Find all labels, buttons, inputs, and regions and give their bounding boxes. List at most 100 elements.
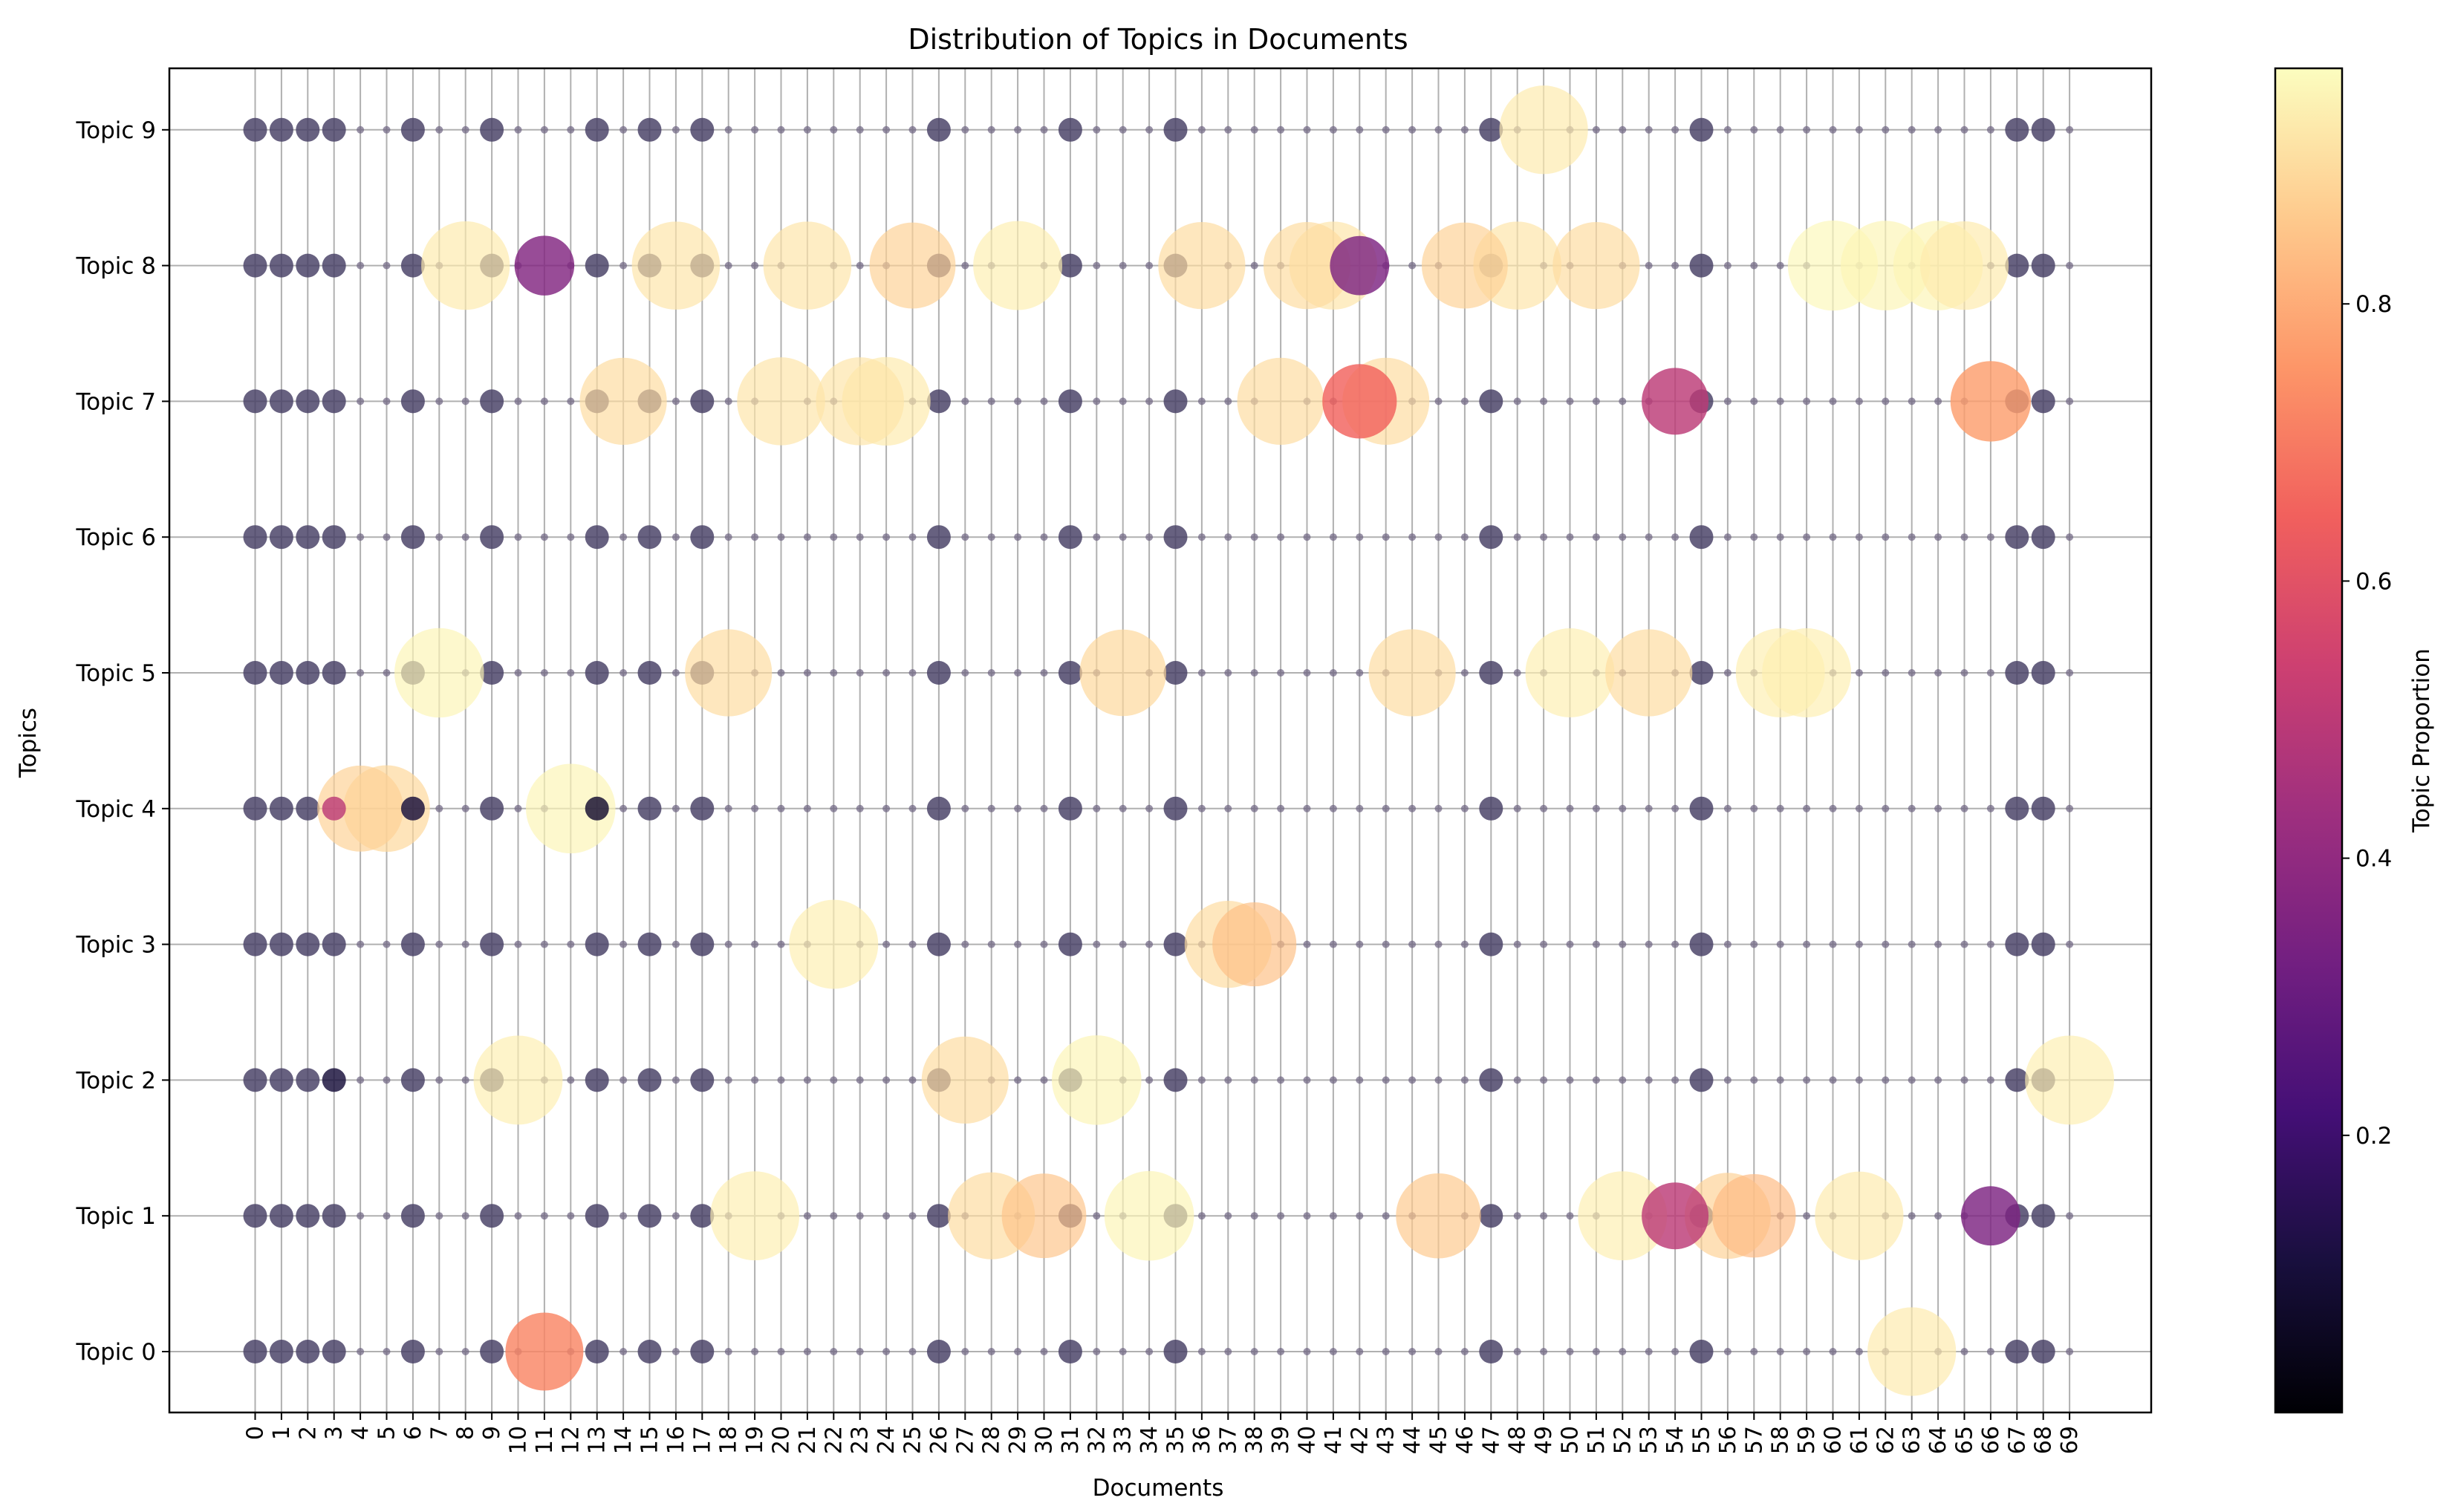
data-point xyxy=(1540,1212,1548,1220)
data-point xyxy=(1197,126,1206,134)
data-point xyxy=(1908,533,1916,541)
data-point-bubble xyxy=(1578,1171,1668,1261)
x-tick-label: 7 xyxy=(426,1426,452,1440)
data-point xyxy=(882,1076,891,1084)
data-point xyxy=(672,397,680,405)
data-point xyxy=(637,661,662,685)
x-tick-label: 8 xyxy=(453,1426,479,1440)
data-point xyxy=(1960,126,1968,134)
data-point xyxy=(2031,1340,2055,1363)
data-point xyxy=(1145,397,1154,405)
data-point xyxy=(1119,397,1127,405)
data-point xyxy=(243,253,267,278)
data-point xyxy=(961,940,969,948)
data-point xyxy=(1566,940,1574,948)
data-point xyxy=(1803,804,1811,812)
data-point xyxy=(1434,1076,1443,1084)
data-point xyxy=(1689,1340,1714,1363)
data-point xyxy=(400,932,425,957)
data-point xyxy=(1303,126,1311,134)
data-point xyxy=(322,1204,346,1228)
data-point xyxy=(400,389,425,414)
data-point xyxy=(540,397,548,405)
data-point xyxy=(1540,533,1548,541)
data-point xyxy=(357,1076,365,1084)
data-point xyxy=(2005,525,2029,550)
data-point xyxy=(269,253,293,278)
x-tick-label: 68 xyxy=(2031,1426,2057,1454)
data-point xyxy=(1145,1348,1154,1355)
data-point xyxy=(672,1212,680,1220)
data-point xyxy=(987,669,995,677)
data-point xyxy=(926,796,951,821)
data-point xyxy=(777,1076,785,1084)
data-point xyxy=(1934,940,1942,948)
data-point xyxy=(1163,932,1188,957)
data-point xyxy=(480,661,504,685)
x-tick-label: 10 xyxy=(506,1426,532,1454)
data-point xyxy=(1934,1076,1942,1084)
data-point xyxy=(1960,1076,1968,1084)
data-point xyxy=(1382,804,1390,812)
data-point xyxy=(908,804,917,812)
data-point xyxy=(357,533,365,541)
data-point xyxy=(383,397,391,405)
data-point xyxy=(1645,804,1653,812)
data-point xyxy=(690,389,715,414)
data-point xyxy=(383,1076,391,1084)
data-point xyxy=(269,932,293,957)
data-point xyxy=(269,1204,293,1228)
data-point xyxy=(1479,1068,1503,1092)
y-tick-label: Topic 5 xyxy=(75,660,156,687)
colorbar-tick-label: 0.2 xyxy=(2355,1123,2392,1150)
x-tick-label: 64 xyxy=(1925,1426,1951,1454)
data-point xyxy=(1986,1076,1994,1084)
data-point xyxy=(1460,397,1469,405)
data-point xyxy=(926,389,951,414)
data-point xyxy=(585,525,609,550)
data-point xyxy=(1058,661,1082,685)
data-points xyxy=(243,85,2115,1396)
data-point xyxy=(1479,796,1503,821)
data-point xyxy=(1408,261,1417,270)
data-point xyxy=(1619,533,1627,541)
data-point-bubble xyxy=(1322,364,1397,439)
data-point xyxy=(1855,940,1863,948)
data-point xyxy=(1250,1212,1258,1220)
data-point xyxy=(1479,932,1503,957)
data-point xyxy=(1329,940,1337,948)
data-point xyxy=(690,1204,715,1228)
data-point xyxy=(1619,940,1627,948)
x-tick-label: 29 xyxy=(1005,1426,1031,1454)
data-point xyxy=(1197,1212,1206,1220)
data-point xyxy=(1303,1212,1311,1220)
data-point xyxy=(1014,804,1022,812)
data-point xyxy=(461,126,469,134)
data-point xyxy=(1689,932,1714,957)
data-point xyxy=(803,1348,811,1355)
data-point xyxy=(2005,1340,2029,1363)
data-point xyxy=(1566,1348,1574,1355)
data-point xyxy=(1829,940,1837,948)
x-tick-label: 15 xyxy=(637,1426,663,1454)
data-point xyxy=(908,1212,917,1220)
data-point xyxy=(1671,533,1680,541)
data-point xyxy=(1163,389,1188,414)
data-point xyxy=(480,117,504,142)
x-tick-label: 61 xyxy=(1847,1426,1873,1454)
data-point xyxy=(1671,126,1680,134)
data-point-bubble xyxy=(631,221,721,310)
data-point xyxy=(1479,525,1503,550)
x-tick-label: 50 xyxy=(1558,1426,1584,1454)
data-point xyxy=(1689,1068,1714,1092)
x-tick-label: 62 xyxy=(1873,1426,1899,1454)
data-point xyxy=(1093,804,1101,812)
data-point xyxy=(882,533,891,541)
colorbar-gradient xyxy=(2274,67,2344,1414)
data-point xyxy=(637,525,662,550)
data-point xyxy=(1163,661,1188,685)
plot-frame xyxy=(168,67,2153,1414)
data-point xyxy=(1723,126,1731,134)
data-point xyxy=(357,940,365,948)
data-point xyxy=(1566,1212,1574,1220)
